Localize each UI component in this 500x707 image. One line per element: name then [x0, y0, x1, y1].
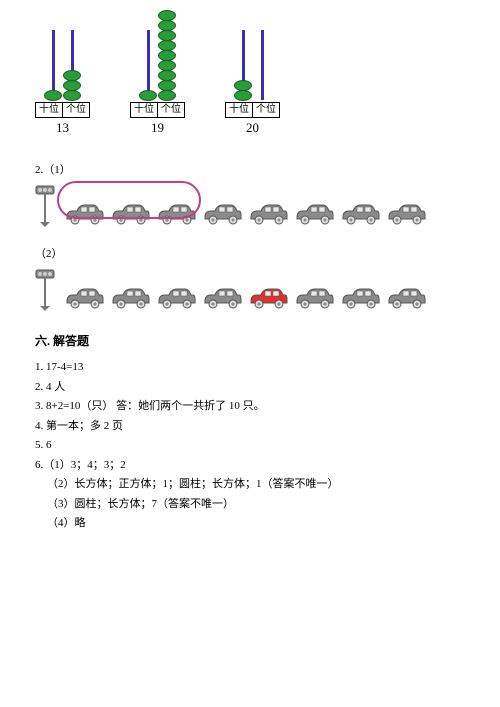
car-icon	[293, 201, 335, 230]
abacus: 十位个位 20	[225, 30, 280, 136]
place-labels: 十位个位	[225, 102, 280, 118]
car-icon	[63, 285, 105, 314]
bead	[44, 90, 62, 101]
tens-label: 十位	[226, 103, 253, 117]
car-icon	[247, 201, 289, 230]
abacus-rod	[166, 30, 169, 100]
car-icon	[155, 285, 197, 314]
abacus-number: 20	[246, 120, 259, 136]
section6-title: 六. 解答题	[35, 332, 465, 349]
abacus-rod	[147, 30, 150, 100]
bead	[63, 90, 81, 101]
car-icon	[385, 201, 427, 230]
abacus: 十位个位 19	[130, 30, 185, 136]
tens-label: 十位	[36, 103, 63, 117]
answer-line: （2）长方体；正方体；1；圆柱；长方体；1（答案不唯一）	[35, 476, 465, 493]
abacus-number: 19	[151, 120, 164, 136]
car-icon	[63, 201, 105, 230]
car-icon	[155, 201, 197, 230]
bead	[234, 90, 252, 101]
traffic-light-icon	[35, 185, 59, 230]
car-icon	[109, 285, 151, 314]
answer-line: 6.（1）3；4；3；2	[35, 457, 465, 474]
place-labels: 十位个位	[130, 102, 185, 118]
car-icon	[109, 201, 151, 230]
car-icon	[339, 201, 381, 230]
car-icon	[201, 201, 243, 230]
car-icon	[247, 285, 289, 314]
section6-answers: 1. 17-4=13 2. 4 人 3. 8+2=10（只） 答：她们两个一共折了 …	[35, 359, 465, 532]
ones-label: 个位	[253, 103, 279, 117]
q2-2-label: （2）	[35, 245, 465, 261]
abacus-rod	[52, 30, 55, 100]
abacus: 十位个位 13	[35, 30, 90, 136]
car-row-2	[35, 269, 465, 314]
car-icon	[339, 285, 381, 314]
answer-line: 2. 4 人	[35, 379, 465, 396]
answer-line: 3. 8+2=10（只） 答：她们两个一共折了 10 只。	[35, 398, 465, 415]
abacus-row: 十位个位13十位个位19十位个位20	[35, 30, 465, 136]
answer-line: （4）略	[35, 515, 465, 532]
bead	[158, 90, 176, 101]
abacus-rod	[261, 30, 264, 100]
abacus-number: 13	[56, 120, 69, 136]
place-labels: 十位个位	[35, 102, 90, 118]
car-row-1	[35, 185, 465, 230]
abacus-rod	[71, 30, 74, 100]
answer-line: 5. 6	[35, 437, 465, 454]
tens-label: 十位	[131, 103, 158, 117]
traffic-light-icon	[35, 269, 59, 314]
answer-line: 4. 第一本；多 2 页	[35, 418, 465, 435]
car-icon	[293, 285, 335, 314]
answer-line: 1. 17-4=13	[35, 359, 465, 376]
answer-line: （3）圆柱；长方体；7（答案不唯一）	[35, 496, 465, 513]
car-icon	[385, 285, 427, 314]
q2-1-label: 2.（1）	[35, 161, 465, 177]
car-icon	[201, 285, 243, 314]
abacus-rod	[242, 30, 245, 100]
bead	[139, 90, 157, 101]
ones-label: 个位	[63, 103, 89, 117]
ones-label: 个位	[158, 103, 184, 117]
